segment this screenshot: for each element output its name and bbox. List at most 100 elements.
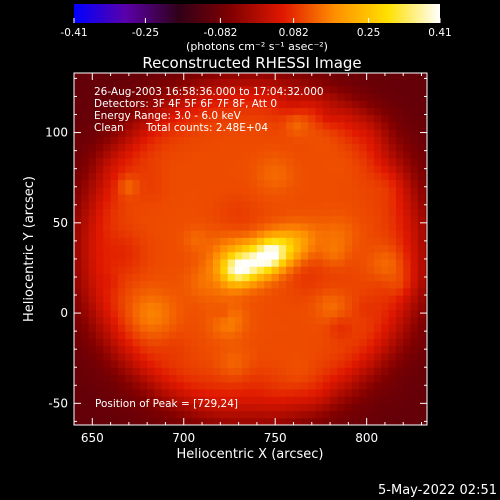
heatmap-cell (403, 287, 412, 296)
heatmap-cell (264, 143, 273, 152)
heatmap-cell (103, 208, 112, 217)
heatmap-cell (308, 121, 317, 130)
heatmap-cell (176, 367, 185, 376)
heatmap-cell (117, 251, 126, 260)
heatmap-cell (410, 193, 419, 202)
heatmap-cell (403, 374, 412, 383)
heatmap-cell (278, 388, 287, 397)
heatmap-cell (110, 280, 119, 289)
y-tick-label: 0 (60, 306, 68, 320)
heatmap-cell (161, 352, 170, 361)
heatmap-cell (381, 367, 390, 376)
heatmap-cell (410, 338, 419, 347)
heatmap-cell (95, 157, 104, 166)
heatmap-cell (227, 201, 236, 209)
heatmap-cell (352, 179, 360, 188)
heatmap-cell (110, 208, 119, 217)
heatmap-cell (249, 136, 258, 144)
heatmap-cell (161, 374, 170, 383)
heatmap-cell (366, 136, 375, 144)
heatmap-cell (74, 302, 82, 311)
heatmap-cell (278, 360, 287, 368)
heatmap-cell (410, 266, 419, 274)
heatmap-cell (264, 78, 273, 87)
heatmap-cell (352, 237, 360, 246)
heatmap-cell (147, 367, 156, 376)
heatmap-cell (322, 136, 331, 144)
heatmap-cell (110, 367, 119, 376)
heatmap-cell (308, 417, 317, 425)
heatmap-cell (161, 193, 170, 202)
heatmap-cell (425, 114, 427, 123)
heatmap-cell (366, 73, 375, 80)
heatmap-cell (271, 78, 280, 87)
heatmap-cell (81, 352, 90, 361)
heatmap-cell (88, 360, 97, 368)
heatmap-cell (81, 338, 90, 347)
heatmap-cell (278, 143, 287, 152)
heatmap-cell (234, 230, 243, 238)
heatmap-cell (183, 157, 192, 166)
heatmap-cell (205, 338, 214, 347)
heatmap-cell (234, 78, 243, 87)
heatmap-cell (154, 266, 163, 274)
heatmap-cell (139, 388, 148, 397)
heatmap-cell (88, 374, 97, 383)
heatmap-cell (286, 230, 295, 238)
heatmap-cell (352, 352, 360, 361)
heatmap-cell (191, 316, 199, 325)
heatmap-cell (169, 244, 178, 253)
heatmap-cell (344, 388, 353, 397)
heatmap-cell (352, 302, 360, 311)
heatmap-cell (403, 244, 412, 253)
heatmap-cell (286, 367, 295, 376)
heatmap-cell (403, 360, 412, 368)
heatmap-cell (264, 179, 273, 188)
heatmap-cell (88, 215, 97, 224)
heatmap-cell (278, 121, 287, 130)
heatmap-cell (256, 251, 265, 260)
heatmap-cell (103, 78, 112, 87)
heatmap-cell (359, 266, 368, 274)
heatmap-cell (176, 251, 185, 260)
heatmap-cell (381, 100, 390, 108)
heatmap-cell (198, 388, 207, 397)
heatmap-cell (132, 280, 141, 289)
heatmap-cell (286, 287, 295, 296)
heatmap-cell (154, 388, 163, 397)
heatmap-cell (308, 251, 317, 260)
heatmap-cell (293, 157, 302, 166)
heatmap-cell (293, 114, 302, 123)
heatmap-cell (183, 208, 192, 217)
heatmap-cell (139, 85, 148, 94)
heatmap-cell (330, 208, 338, 217)
heatmap-cell (103, 165, 112, 173)
heatmap-cell (293, 121, 302, 130)
heatmap-cell (213, 215, 221, 224)
heatmap-cell (154, 78, 163, 87)
heatmap-cell (366, 410, 375, 419)
heatmap-cell (344, 78, 353, 87)
heatmap-cell (81, 323, 90, 332)
heatmap-cell (74, 215, 82, 224)
heatmap-cell (234, 85, 243, 94)
heatmap-cell (337, 193, 346, 202)
heatmap-cell (417, 136, 426, 144)
heatmap-cell (176, 388, 185, 397)
heatmap-cell (286, 251, 295, 260)
heatmap-cell (381, 107, 390, 116)
heatmap-cell (322, 172, 331, 181)
heatmap-cell (125, 85, 134, 94)
heatmap-cell (220, 331, 229, 339)
heatmap-cell (373, 251, 382, 260)
heatmap-cell (95, 150, 104, 159)
heatmap-cell (308, 367, 317, 376)
heatmap-cell (381, 222, 390, 231)
heatmap-cell (213, 165, 221, 173)
heatmap-cell (132, 193, 141, 202)
heatmap-cell (278, 100, 287, 108)
heatmap-cell (117, 374, 126, 383)
heatmap-cell (381, 237, 390, 246)
heatmap-cell (286, 273, 295, 282)
heatmap-cell (95, 107, 104, 116)
